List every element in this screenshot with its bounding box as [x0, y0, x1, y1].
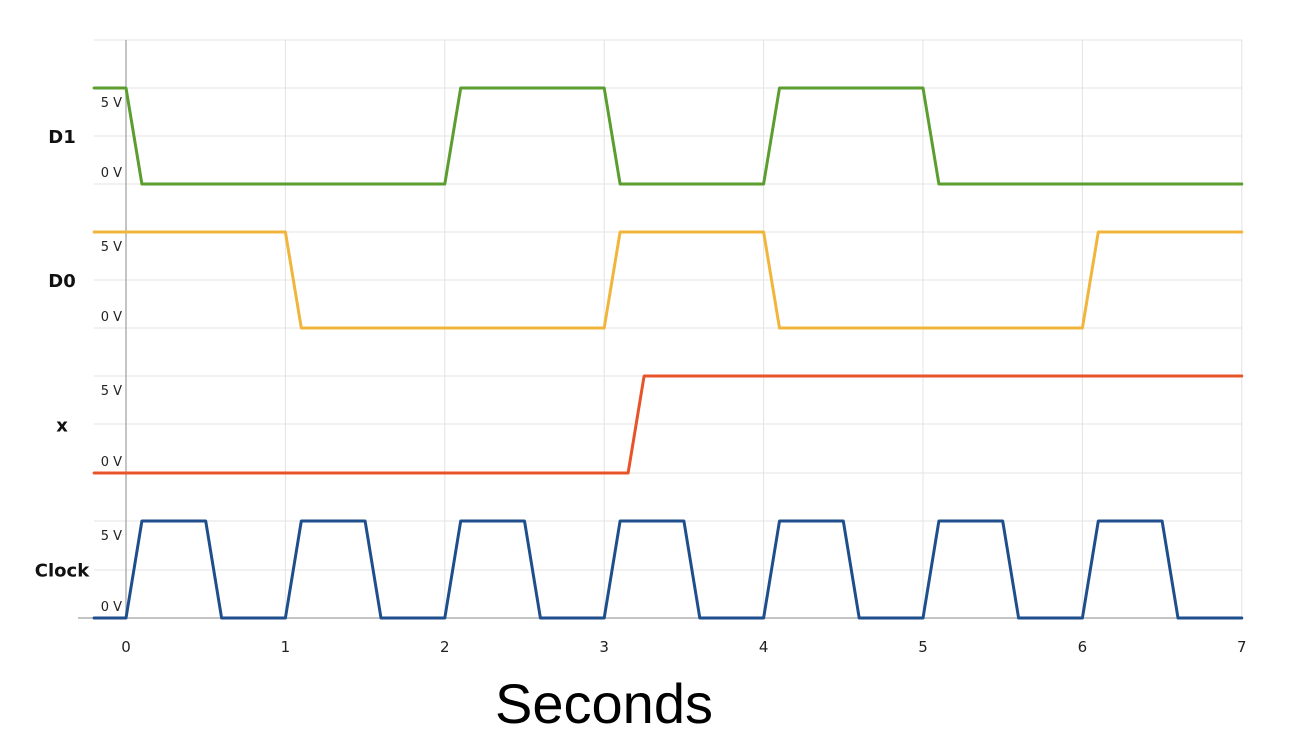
volt-label-high: 5 V: [101, 96, 122, 111]
x-tick-label: 5: [918, 638, 928, 656]
volt-label-low: 0 V: [101, 455, 122, 470]
labels: 0 1 2 3 4 5 6 7 5 V 0 V D1 5 V 0 V D0 5 V 0 V x 5 V 0 V Clo…: [35, 96, 1247, 656]
x-tick-label: 3: [599, 638, 609, 656]
x-tick-label: 1: [281, 638, 291, 656]
trace-clock: [92, 519, 1244, 620]
series-label-x: x: [56, 416, 68, 437]
x-tick-label: 4: [759, 638, 769, 656]
volt-label-high: 5 V: [101, 384, 122, 399]
volt-label-high: 5 V: [101, 529, 122, 544]
signal-traces: [92, 86, 1244, 620]
series-label-clock: Clock: [35, 561, 90, 582]
trace-x: [92, 374, 1244, 475]
x-tick-label: 2: [440, 638, 450, 656]
volt-label-low: 0 V: [101, 600, 122, 615]
trace-d0: [92, 230, 1244, 330]
x-tick-label: 0: [121, 638, 131, 656]
volt-label-low: 0 V: [101, 166, 122, 181]
volt-label-high: 5 V: [101, 240, 122, 255]
x-axis-label: Seconds: [495, 672, 713, 735]
series-label-d1: D1: [48, 127, 75, 148]
volt-label-low: 0 V: [101, 310, 122, 325]
x-tick-label: 6: [1078, 638, 1088, 656]
x-tick-label: 7: [1237, 638, 1247, 656]
trace-d1: [92, 86, 1244, 186]
series-label-d0: D0: [48, 271, 75, 292]
